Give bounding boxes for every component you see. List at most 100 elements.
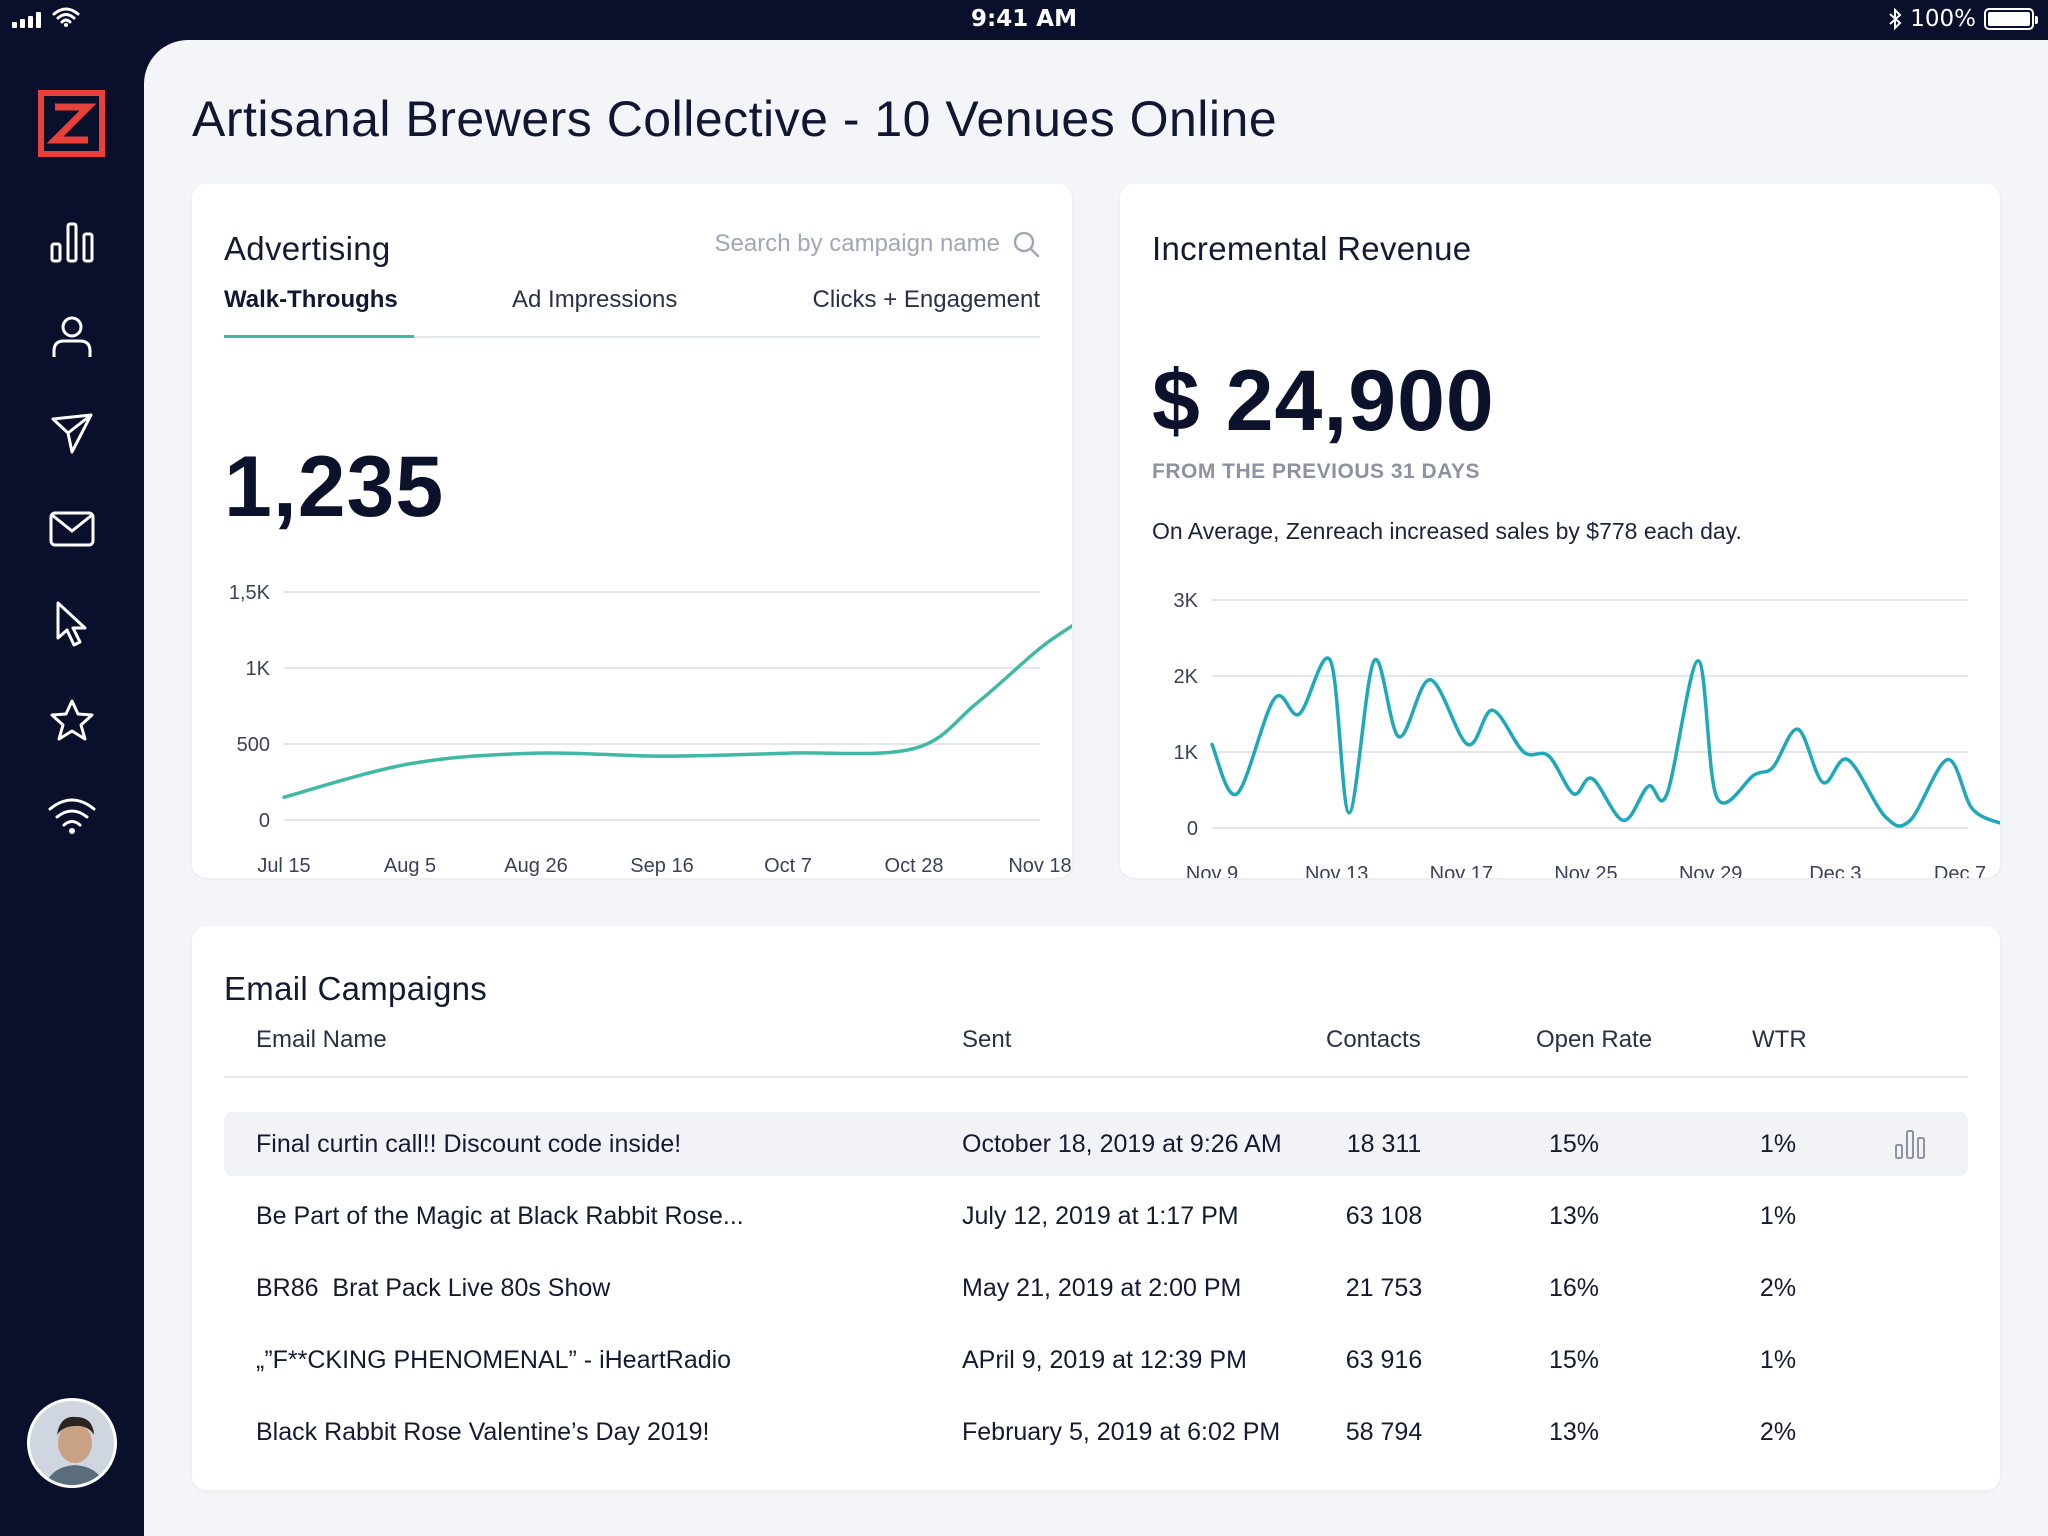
email-sent: May 21, 2019 at 2:00 PM xyxy=(962,1274,1242,1302)
email-sent: July 12, 2019 at 1:17 PM xyxy=(962,1202,1239,1230)
page-title: Artisanal Brewers Collective - 10 Venues… xyxy=(192,91,1278,147)
email-contacts: 63 108 xyxy=(1345,1202,1423,1230)
column-wtr[interactable]: WTR xyxy=(1752,1026,1807,1053)
email-wtr: 1% xyxy=(1759,1130,1797,1158)
walk-throughs-chart-y-tick: 1,5K xyxy=(229,582,271,604)
tab-walk-throughs[interactable]: Walk-Throughs xyxy=(224,286,398,313)
walk-throughs-chart-y-tick: 1K xyxy=(246,658,271,680)
sidebar-item-wifi[interactable] xyxy=(44,788,100,844)
battery-percent: 100% xyxy=(1910,6,1976,32)
email-campaigns-card: Email Campaigns Email Name Sent Contacts… xyxy=(192,926,2000,1490)
revenue-chart-y-tick: 2K xyxy=(1174,666,1199,688)
walk-throughs-chart-x-tick: Nov 18 xyxy=(1008,855,1071,877)
email-contacts: 18 311 xyxy=(1346,1130,1422,1158)
revenue-value: $ 24,900 xyxy=(1152,353,1495,449)
search-input[interactable]: Search by campaign name xyxy=(714,230,1001,257)
column-open-rate[interactable]: Open Rate xyxy=(1536,1026,1653,1053)
revenue-chart-y-tick: 0 xyxy=(1187,818,1198,840)
cellular-signal-icon xyxy=(12,10,41,28)
table-row[interactable]: Black Rabbit Rose Valentine’s Day 2019! … xyxy=(224,1400,1968,1464)
sidebar-item-favorites[interactable] xyxy=(44,692,100,748)
main-content: Artisanal Brewers Collective - 10 Venues… xyxy=(144,40,2048,1536)
revenue-chart-x-tick: Dec 7 xyxy=(1934,863,1986,878)
walk-throughs-chart-x-tick: Aug 5 xyxy=(384,855,436,877)
wifi-icon xyxy=(48,798,96,834)
email-name: Final curtin call!! Discount code inside… xyxy=(256,1130,682,1158)
revenue-chart-y-tick: 1K xyxy=(1174,742,1199,764)
advertising-title: Advertising xyxy=(224,230,391,267)
column-sent[interactable]: Sent xyxy=(962,1026,1012,1053)
revenue-chart-series-line xyxy=(1210,656,2000,828)
sidebar-item-campaigns[interactable] xyxy=(44,405,100,461)
cursor-icon xyxy=(56,601,87,647)
search-icon[interactable] xyxy=(1012,230,1040,258)
status-bar: 9:41 AM 100% xyxy=(0,0,2048,40)
column-contacts[interactable]: Contacts xyxy=(1326,1026,1421,1053)
advertising-card: Advertising Search by campaign name Walk… xyxy=(192,184,1072,878)
campaign-search[interactable]: Search by campaign name xyxy=(715,230,1041,258)
status-time: 9:41 AM xyxy=(971,6,1077,32)
email-contacts: 63 916 xyxy=(1345,1346,1423,1374)
walk-throughs-chart-x-tick: Jul 15 xyxy=(257,855,310,877)
battery-icon xyxy=(1984,8,2038,30)
revenue-period: FROM THE PREVIOUS 31 DAYS xyxy=(1152,460,1480,483)
sidebar-item-engagement[interactable] xyxy=(44,596,100,652)
walk-throughs-chart-y-tick: 0 xyxy=(259,810,270,832)
revenue-note: On Average, Zenreach increased sales by … xyxy=(1152,518,1742,544)
email-name: BR86 Brat Pack Live 80s Show xyxy=(256,1274,611,1302)
revenue-chart-x-tick: Nov 9 xyxy=(1186,863,1238,878)
walk-throughs-chart-x-tick: Aug 26 xyxy=(504,855,567,877)
tab-clicks-engagement[interactable]: Clicks + Engagement xyxy=(812,286,1040,313)
column-email-name[interactable]: Email Name xyxy=(256,1026,387,1053)
email-open-rate: 13% xyxy=(1548,1418,1600,1446)
email-open-rate: 15% xyxy=(1548,1346,1600,1374)
walk-throughs-chart-series-line xyxy=(282,624,1072,799)
table-row[interactable]: BR86 Brat Pack Live 80s Show May 21, 201… xyxy=(224,1256,1968,1320)
email-open-rate: 16% xyxy=(1548,1274,1600,1302)
advertising-tabs: Walk-Throughs Ad Impressions Clicks + En… xyxy=(224,286,1040,338)
revenue-chart-x-tick: Nov 17 xyxy=(1430,863,1493,878)
email-wtr: 1% xyxy=(1759,1202,1797,1230)
revenue-title: Incremental Revenue xyxy=(1152,230,1472,267)
table-row[interactable]: Final curtin call!! Discount code inside… xyxy=(224,1112,1968,1176)
sidebar-item-email[interactable] xyxy=(44,501,100,557)
tab-ad-impressions[interactable]: Ad Impressions xyxy=(512,286,678,313)
sidebar-item-customers[interactable] xyxy=(44,309,100,365)
walk-throughs-chart-x-tick: Oct 28 xyxy=(885,855,944,877)
email-wtr: 1% xyxy=(1759,1346,1797,1374)
revenue-chart-x-tick: Nov 25 xyxy=(1554,863,1617,878)
email-wtr: 2% xyxy=(1759,1274,1797,1302)
email-sent: October 18, 2019 at 9:26 AM xyxy=(962,1130,1282,1158)
email-name: „”F**CKING PHENOMENAL” - iHeartRadio xyxy=(256,1346,732,1374)
star-icon xyxy=(50,699,94,741)
sidebar-item-analytics[interactable] xyxy=(44,214,100,270)
email-open-rate: 15% xyxy=(1548,1130,1600,1158)
table-row[interactable]: Be Part of the Magic at Black Rabbit Ros… xyxy=(224,1184,1968,1248)
email-campaigns-title: Email Campaigns xyxy=(224,970,488,1007)
email-name: Black Rabbit Rose Valentine’s Day 2019! xyxy=(256,1418,710,1446)
email-wtr: 2% xyxy=(1759,1418,1797,1446)
email-name: Be Part of the Magic at Black Rabbit Ros… xyxy=(256,1202,744,1230)
email-contacts: 58 794 xyxy=(1345,1418,1423,1446)
user-avatar[interactable] xyxy=(27,1398,117,1488)
email-contacts: 21 753 xyxy=(1345,1274,1423,1302)
revenue-chart-x-tick: Nov 29 xyxy=(1679,863,1742,878)
sidebar xyxy=(0,40,144,1536)
bar-chart-icon xyxy=(50,222,94,263)
table-row[interactable]: „”F**CKING PHENOMENAL” - iHeartRadio APr… xyxy=(224,1328,1968,1392)
active-tab-indicator xyxy=(224,335,414,338)
email-sent: February 5, 2019 at 6:02 PM xyxy=(962,1418,1281,1446)
send-icon xyxy=(51,413,93,454)
zenreach-logo[interactable] xyxy=(38,90,105,157)
walk-throughs-chart-x-tick: Sep 16 xyxy=(630,855,693,877)
revenue-chart-x-tick: Dec 3 xyxy=(1809,863,1861,878)
email-sent: APril 9, 2019 at 12:39 PM xyxy=(962,1346,1247,1374)
user-icon xyxy=(52,316,92,357)
revenue-chart-y-tick: 3K xyxy=(1174,590,1199,612)
wifi-status-icon xyxy=(52,7,80,27)
email-open-rate: 13% xyxy=(1548,1202,1600,1230)
walk-throughs-value: 1,235 xyxy=(224,439,445,535)
row-stats-icon[interactable] xyxy=(1894,1128,1926,1160)
walk-throughs-chart-y-tick: 500 xyxy=(237,734,270,756)
bluetooth-icon xyxy=(1889,8,1902,30)
